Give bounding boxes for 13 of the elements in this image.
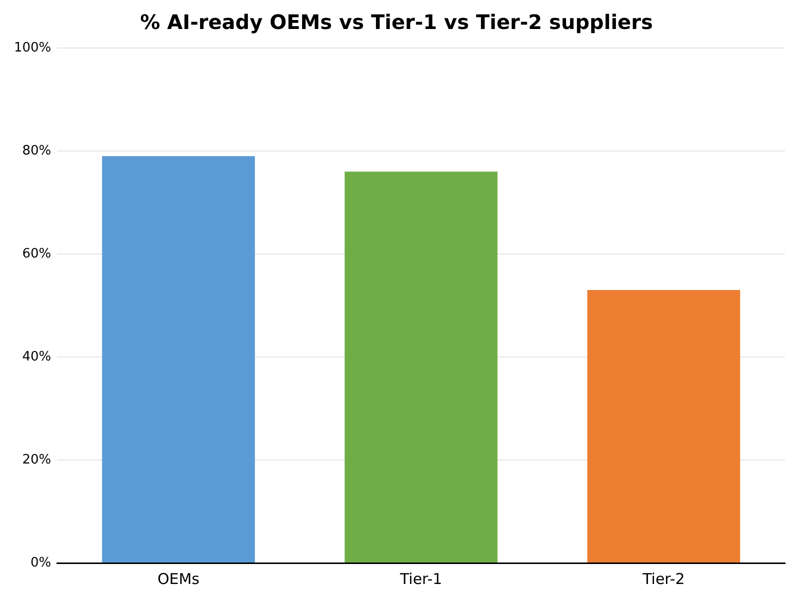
bar bbox=[587, 290, 740, 562]
y-tick-label: 100% bbox=[14, 40, 52, 56]
x-tick-label: Tier-2 bbox=[642, 570, 685, 588]
x-tick-label: Tier-1 bbox=[398, 570, 442, 588]
y-tick-label: 20% bbox=[22, 452, 52, 468]
bar bbox=[344, 172, 498, 562]
bar bbox=[102, 156, 255, 562]
y-tick-label: 80% bbox=[22, 143, 52, 158]
y-tick-label: 60% bbox=[22, 246, 52, 262]
chart-title: % AI-ready OEMs vs Tier-1 vs Tier-2 suppliers bbox=[140, 10, 653, 34]
x-tick-label: OEMs bbox=[157, 570, 200, 588]
y-tick-label: 0% bbox=[30, 555, 52, 570]
y-tick-label: 40% bbox=[22, 349, 52, 364]
